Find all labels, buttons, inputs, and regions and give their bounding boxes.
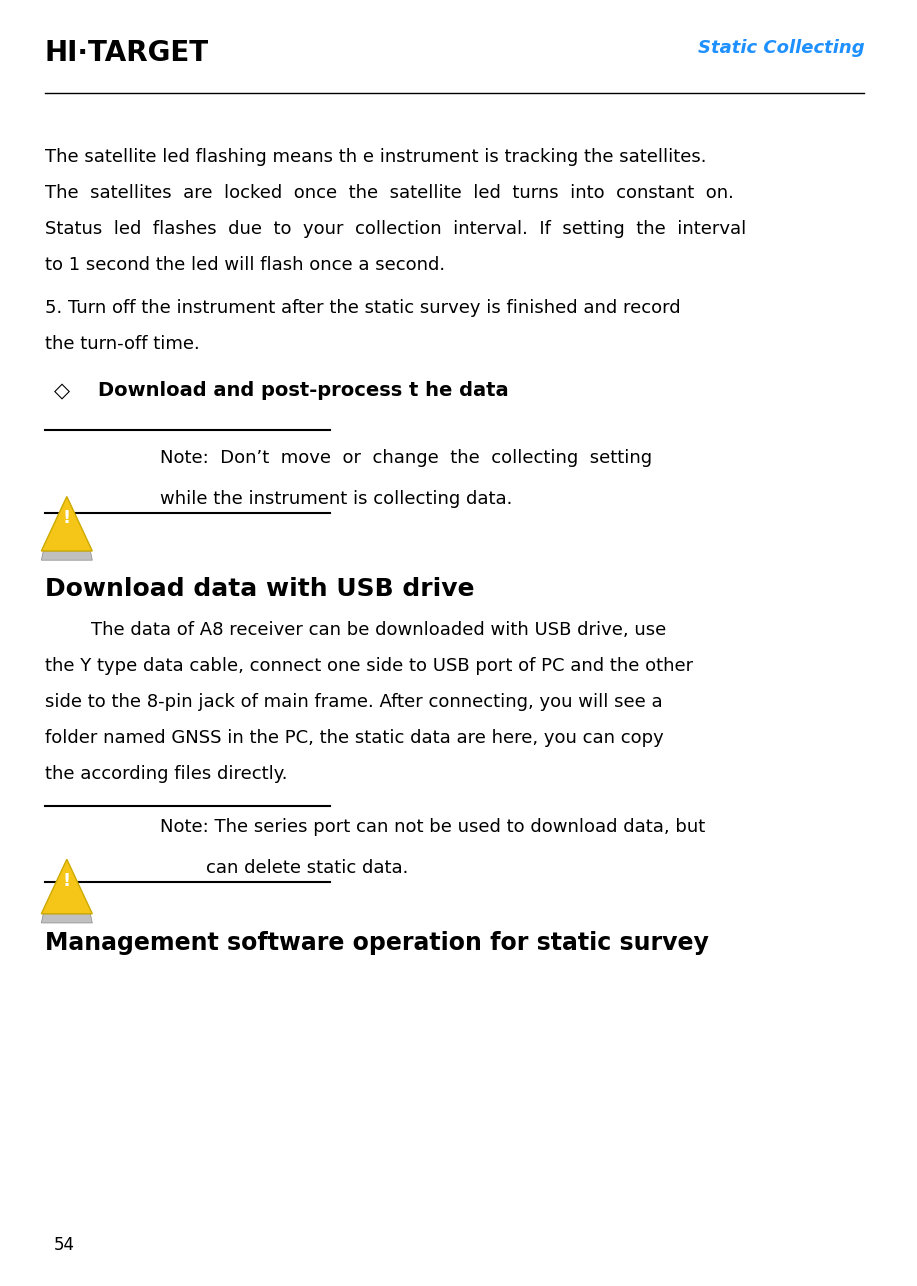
Text: folder named GNSS in the PC, the static data are here, you can copy: folder named GNSS in the PC, the static … (45, 729, 663, 747)
Text: The data of A8 receiver can be downloaded with USB drive, use: The data of A8 receiver can be downloade… (45, 621, 666, 639)
Text: The  satellites  are  locked  once  the  satellite  led  turns  into  constant  : The satellites are locked once the satel… (45, 184, 734, 202)
Polygon shape (41, 496, 93, 550)
Text: ◇: ◇ (53, 382, 70, 401)
Text: !: ! (62, 509, 71, 527)
Text: while the instrument is collecting data.: while the instrument is collecting data. (160, 490, 513, 508)
Text: Static Collecting: Static Collecting (698, 39, 864, 57)
Text: the Y type data cable, connect one side to USB port of PC and the other: the Y type data cable, connect one side … (45, 657, 692, 675)
Text: Download data with USB drive: Download data with USB drive (45, 576, 474, 601)
Text: Download and post-process t he data: Download and post-process t he data (98, 382, 509, 400)
Text: side to the 8-pin jack of main frame. After connecting, you will see a: side to the 8-pin jack of main frame. Af… (45, 693, 662, 711)
Text: Note: The series port can not be used to download data, but: Note: The series port can not be used to… (160, 818, 705, 836)
Text: The satellite led flashing means th e instrument is tracking the satellites.: The satellite led flashing means th e in… (45, 148, 706, 166)
Text: the according files directly.: the according files directly. (45, 765, 287, 783)
Text: to 1 second the led will flash once a second.: to 1 second the led will flash once a se… (45, 256, 445, 274)
Text: can delete static data.: can delete static data. (160, 859, 409, 877)
Text: 5. Turn off the instrument after the static survey is finished and record: 5. Turn off the instrument after the sta… (45, 298, 680, 316)
Text: 54: 54 (53, 1236, 74, 1254)
Text: !: ! (62, 872, 71, 890)
Polygon shape (41, 859, 93, 914)
Text: Status  led  flashes  due  to  your  collection  interval.  If  setting  the  in: Status led flashes due to your collectio… (45, 220, 746, 238)
Text: the turn-off time.: the turn-off time. (45, 334, 199, 352)
Text: Note:  Don’t  move  or  change  the  collecting  setting: Note: Don’t move or change the collectin… (160, 449, 653, 467)
Text: Management software operation for static survey: Management software operation for static… (45, 931, 709, 955)
Text: HI·TARGET: HI·TARGET (45, 39, 209, 67)
Polygon shape (41, 550, 93, 561)
Polygon shape (41, 914, 93, 923)
